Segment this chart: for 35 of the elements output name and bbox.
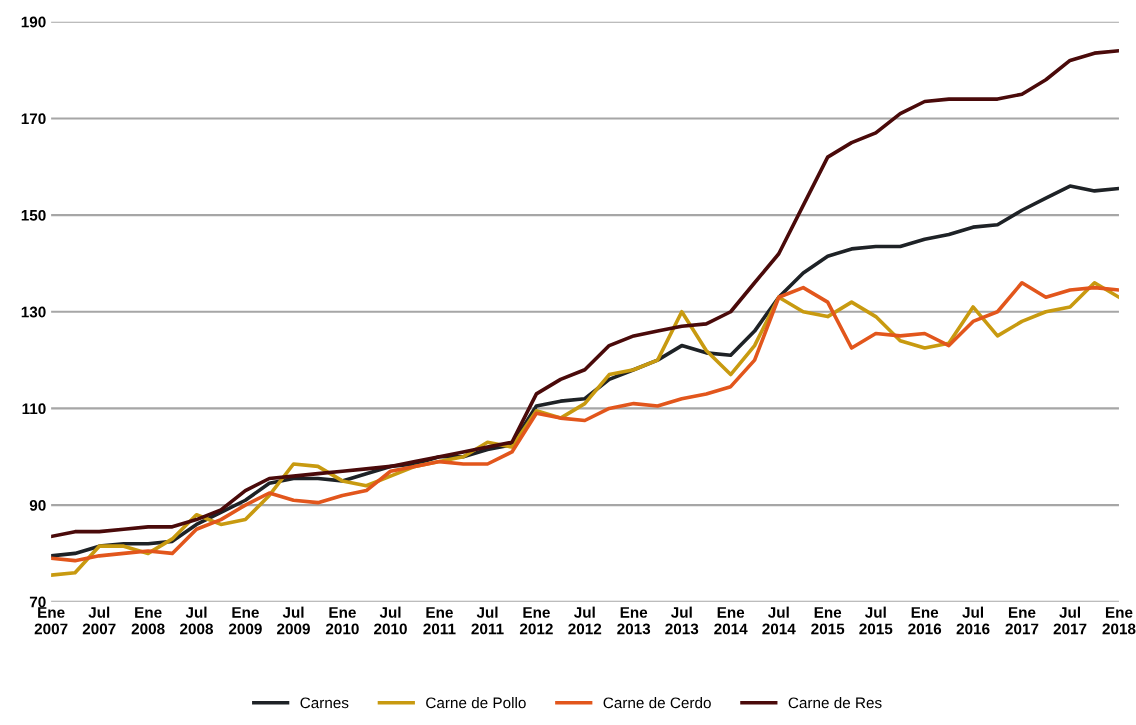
x-tick-label: Jul 2016 (956, 606, 990, 635)
x-tick-label: Jul 2011 (471, 606, 504, 635)
y-tick-label: 70 (29, 596, 46, 608)
x-tick-label: Ene 2011 (423, 607, 456, 635)
x-tick-label: Ene 2007 (34, 607, 68, 635)
x-tick-label: Jul 2010 (374, 606, 407, 635)
y-tick-label: 110 (22, 403, 46, 415)
x-tick-label: Ene 2018 (1102, 607, 1136, 635)
x-tick-label: Ene 2008 (131, 607, 165, 635)
x-tick-label: Jul 2017 (1053, 606, 1087, 635)
y-tick-label: 150 (21, 209, 46, 221)
x-tick-label: Jul 2015 (859, 606, 893, 635)
x-tick-label: Ene 2016 (908, 607, 942, 635)
x-tick-label: Jul 2009 (277, 606, 310, 635)
x-tick-label: Ene 2013 (617, 607, 651, 635)
y-tick-label: 190 (21, 16, 46, 28)
legend-label: Carnes (300, 697, 349, 709)
x-tick-label: Ene 2009 (228, 607, 262, 635)
x-tick-label: Ene 2014 (714, 607, 748, 635)
x-tick-label: Jul 2007 (82, 606, 116, 635)
x-tick-label: Ene 2017 (1005, 607, 1039, 635)
y-tick-label: 90 (29, 499, 46, 511)
line-series (51, 48, 1119, 539)
x-tick-label: Ene 2012 (519, 607, 553, 635)
legend-label: Carne de Cerdo (603, 697, 711, 709)
x-tick-label: Jul 2014 (762, 606, 796, 635)
x-tick-label: Ene 2015 (811, 607, 845, 635)
x-tick-label: Jul 2012 (568, 606, 602, 635)
x-tick-label: Ene 2010 (325, 607, 359, 635)
x-tick-label: Jul 2008 (180, 606, 214, 635)
legend-label: Carne de Pollo (426, 697, 526, 709)
y-tick-label: 130 (21, 306, 46, 318)
y-tick-label: 170 (21, 113, 46, 125)
legend-label: Carne de Res (788, 697, 882, 709)
x-tick-label: Jul 2013 (665, 606, 699, 635)
